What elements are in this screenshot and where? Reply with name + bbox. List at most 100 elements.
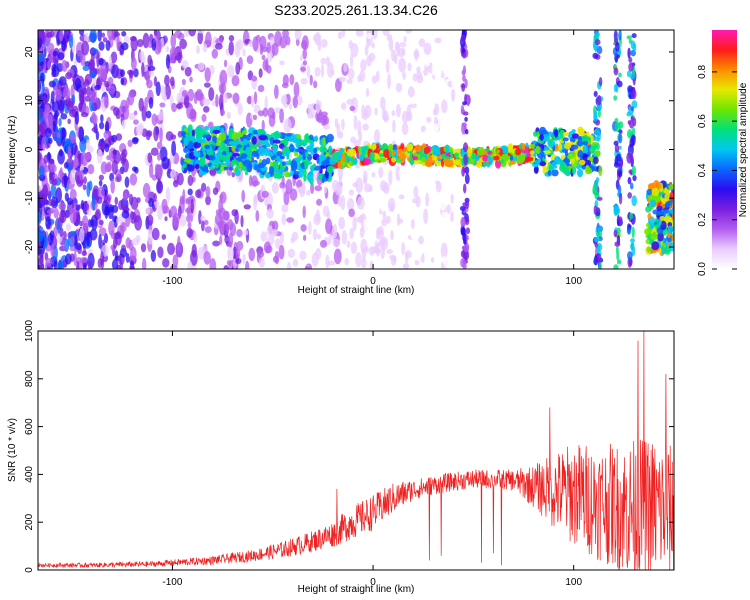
heatmap-cell xyxy=(464,129,469,135)
heatmap-cell xyxy=(390,157,397,163)
heatmap-cell xyxy=(293,81,300,98)
heatmap-cell xyxy=(382,210,387,221)
heatmap-cell xyxy=(130,56,137,71)
heatmap-cell xyxy=(383,149,390,159)
heatmap-cell xyxy=(272,139,281,144)
heatmap-cell xyxy=(165,45,169,53)
heatmap-cell xyxy=(146,214,154,226)
heatmap-cell xyxy=(662,209,670,214)
heatmap-cell xyxy=(196,130,202,139)
heatmap-cell xyxy=(474,39,482,52)
heatmap-cell xyxy=(121,244,126,253)
heatmap-cell xyxy=(350,241,358,254)
heatmap-cell xyxy=(296,134,302,139)
heatmap-cell xyxy=(394,41,400,51)
heatmap-cell xyxy=(243,229,249,236)
heatmap-cell xyxy=(332,238,341,248)
heatmap-cell xyxy=(279,181,286,189)
heatmap-cell xyxy=(462,74,466,82)
heatmap-cell xyxy=(259,35,267,50)
heatmap-cell xyxy=(91,113,98,125)
heatmap-cell xyxy=(348,208,355,218)
heatmap-cell xyxy=(650,232,658,241)
heatmap-cell xyxy=(174,30,183,39)
heatmap-cell xyxy=(113,149,121,165)
heatmap-cell xyxy=(266,64,272,74)
heatmap-cell xyxy=(186,135,190,141)
heatmap-cell xyxy=(201,114,207,123)
heatmap-cell xyxy=(446,204,451,214)
heatmap-cell xyxy=(287,248,295,259)
heatmap-cell xyxy=(486,76,492,88)
heatmap-cell xyxy=(197,247,206,260)
heatmap-cell xyxy=(491,218,497,231)
heatmap-cell xyxy=(481,184,487,195)
heatmap-cell xyxy=(139,50,145,62)
spectrogram-ytick-label: 20 xyxy=(24,46,35,58)
heatmap-cell xyxy=(50,183,57,199)
heatmap-cell xyxy=(236,240,244,251)
heatmap-cell xyxy=(470,202,475,213)
heatmap-cell xyxy=(508,143,514,153)
heatmap-cell xyxy=(153,125,159,142)
heatmap-cell xyxy=(63,230,67,241)
heatmap-cell xyxy=(240,153,248,159)
heatmap-cell xyxy=(80,164,85,171)
heatmap-cell xyxy=(441,99,448,114)
heatmap-cell xyxy=(202,134,211,139)
heatmap-cell xyxy=(476,30,483,38)
heatmap-cell xyxy=(92,48,98,54)
heatmap-cell xyxy=(106,155,111,161)
heatmap-cell xyxy=(371,143,377,150)
heatmap-cell xyxy=(252,114,258,121)
heatmap-cell xyxy=(90,90,97,103)
heatmap-cell xyxy=(110,229,115,240)
heatmap-cell xyxy=(460,250,466,258)
heatmap-cell xyxy=(652,209,660,215)
heatmap-cell xyxy=(423,68,429,76)
heatmap-cell xyxy=(147,65,156,72)
heatmap-cell xyxy=(95,130,100,141)
heatmap-cell xyxy=(341,30,346,38)
heatmap-cell xyxy=(193,141,201,149)
heatmap-cell xyxy=(448,138,456,145)
heatmap-cell xyxy=(122,158,129,173)
heatmap-cell xyxy=(313,80,318,89)
snr-ytick-label: 800 xyxy=(24,370,35,387)
heatmap-cell xyxy=(292,258,299,267)
heatmap-cell xyxy=(38,124,43,132)
heatmap-cell xyxy=(492,202,498,210)
heatmap-cell xyxy=(234,41,241,58)
heatmap-cell xyxy=(261,190,269,198)
heatmap-cell xyxy=(250,144,257,149)
heatmap-cell xyxy=(368,184,373,193)
heatmap-cell xyxy=(459,205,466,212)
heatmap-cell xyxy=(56,131,61,139)
heatmap-cell xyxy=(627,251,633,261)
heatmap-cell xyxy=(125,252,130,263)
snr-ytick-label: 0 xyxy=(24,567,35,573)
heatmap-cell xyxy=(509,160,517,165)
heatmap-cell xyxy=(656,205,663,212)
heatmap-cell xyxy=(272,146,278,155)
heatmap-cell xyxy=(553,155,561,165)
heatmap-cell xyxy=(488,85,495,100)
heatmap-cell xyxy=(197,30,204,45)
heatmap-cell xyxy=(264,95,268,111)
heatmap-cell xyxy=(588,156,595,163)
heatmap-cell xyxy=(448,33,456,48)
heatmap-cell xyxy=(463,244,470,253)
heatmap-cell xyxy=(320,57,326,65)
heatmap-cell xyxy=(81,250,87,257)
heatmap-cell xyxy=(355,252,362,268)
heatmap-cell xyxy=(201,137,207,143)
heatmap-cell xyxy=(431,61,436,77)
heatmap-cell xyxy=(313,147,317,154)
heatmap-cell xyxy=(202,43,208,53)
heatmap-cell xyxy=(459,94,465,102)
heatmap-cell xyxy=(235,62,241,75)
heatmap-cell xyxy=(328,146,332,151)
heatmap-cell xyxy=(203,251,211,265)
heatmap-cell xyxy=(245,146,250,153)
heatmap-cell xyxy=(413,159,421,165)
